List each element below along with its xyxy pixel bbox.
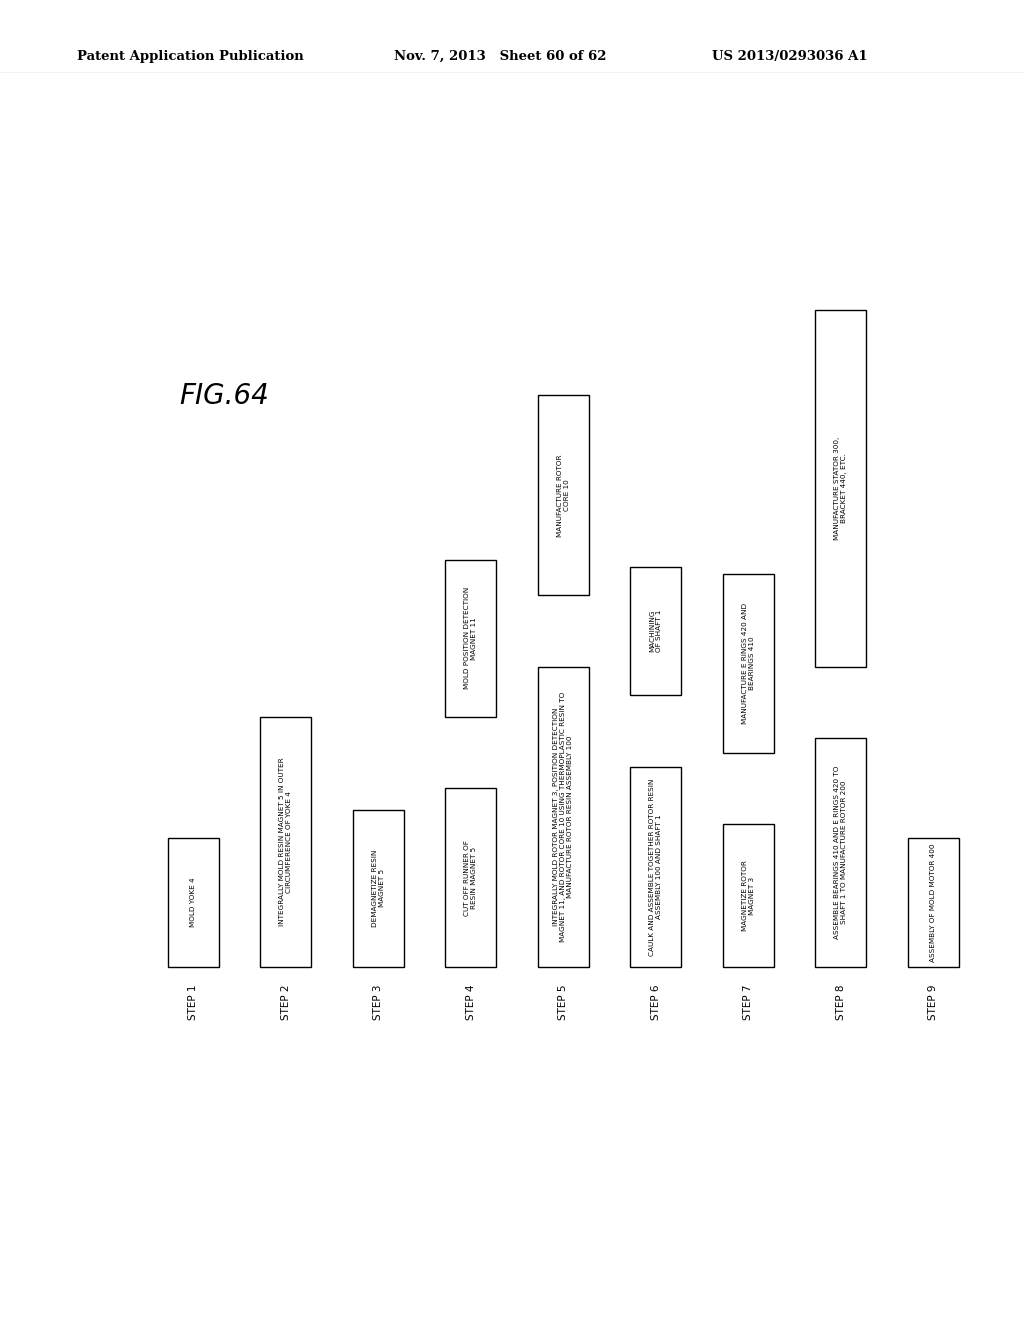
Text: STEP 5: STEP 5 — [558, 985, 568, 1020]
Bar — [538, 395, 589, 595]
Text: FIG.64: FIG.64 — [179, 381, 269, 411]
Text: MOLD POSITION DETECTION
MAGNET 11: MOLD POSITION DETECTION MAGNET 11 — [464, 587, 477, 689]
Text: MANUFACTURE ROTOR
CORE 10: MANUFACTURE ROTOR CORE 10 — [557, 454, 569, 537]
Text: INTEGRALLY MOLD ROTOR MAGNET 3, POSITION DETECTION
MAGNET 11, AND ROTOR CORE 10 : INTEGRALLY MOLD ROTOR MAGNET 3, POSITION… — [553, 692, 573, 942]
Bar — [630, 767, 681, 968]
Text: ASSEMBLY OF MOLD MOTOR 400: ASSEMBLY OF MOLD MOTOR 400 — [930, 843, 936, 962]
Text: CAULK AND ASSEMBLE TOGETHER ROTOR RESIN
ASSEMBLY 100 AND SHAFT 1: CAULK AND ASSEMBLE TOGETHER ROTOR RESIN … — [649, 779, 663, 956]
Bar — [815, 310, 866, 667]
Text: STEP 6: STEP 6 — [650, 985, 660, 1020]
Text: CUT OFF RUNNER OF
RESIN MAGNET 5: CUT OFF RUNNER OF RESIN MAGNET 5 — [464, 840, 477, 916]
Text: STEP 4: STEP 4 — [466, 985, 476, 1020]
Bar — [445, 788, 497, 968]
Text: US 2013/0293036 A1: US 2013/0293036 A1 — [712, 50, 867, 63]
Text: Patent Application Publication: Patent Application Publication — [77, 50, 303, 63]
Bar — [353, 809, 403, 968]
Bar — [723, 824, 773, 968]
Text: STEP 7: STEP 7 — [743, 985, 754, 1020]
Bar — [815, 738, 866, 968]
Text: MANUFACTURE STATOR 300,
BRACKET 440, ETC.: MANUFACTURE STATOR 300, BRACKET 440, ETC… — [835, 437, 847, 540]
Bar — [445, 560, 497, 717]
Text: ASSEMBLE BEARINGS 410 AND E RINGS 420 TO
SHAFT 1 TO MANUFACTURE ROTOR 200: ASSEMBLE BEARINGS 410 AND E RINGS 420 TO… — [835, 766, 847, 940]
Bar — [260, 717, 311, 968]
Text: MAGNETIZE ROTOR
MAGNET 3: MAGNETIZE ROTOR MAGNET 3 — [741, 861, 755, 931]
Text: STEP 1: STEP 1 — [188, 985, 199, 1020]
Text: MANUFACTURE E RINGS 420 AND
BEARINGS 410: MANUFACTURE E RINGS 420 AND BEARINGS 410 — [741, 603, 755, 723]
Text: STEP 3: STEP 3 — [373, 985, 383, 1020]
Text: MACHINING
OF SHAFT 1: MACHINING OF SHAFT 1 — [649, 610, 663, 652]
Text: DEMAGNETIZE RESIN
MAGNET 5: DEMAGNETIZE RESIN MAGNET 5 — [372, 850, 385, 927]
Bar — [168, 838, 219, 968]
Text: Nov. 7, 2013   Sheet 60 of 62: Nov. 7, 2013 Sheet 60 of 62 — [394, 50, 607, 63]
Bar — [723, 574, 773, 752]
Text: STEP 8: STEP 8 — [836, 985, 846, 1020]
Bar — [538, 667, 589, 968]
Bar — [630, 566, 681, 696]
Text: MOLD YOKE 4: MOLD YOKE 4 — [190, 878, 197, 928]
Bar — [907, 838, 958, 968]
Text: STEP 9: STEP 9 — [928, 985, 938, 1020]
Text: STEP 2: STEP 2 — [281, 985, 291, 1020]
Text: INTEGRALLY MOLD RESIN MAGNET 5 IN OUTER
CIRCUMFERENCE OF YOKE 4: INTEGRALLY MOLD RESIN MAGNET 5 IN OUTER … — [280, 758, 292, 927]
